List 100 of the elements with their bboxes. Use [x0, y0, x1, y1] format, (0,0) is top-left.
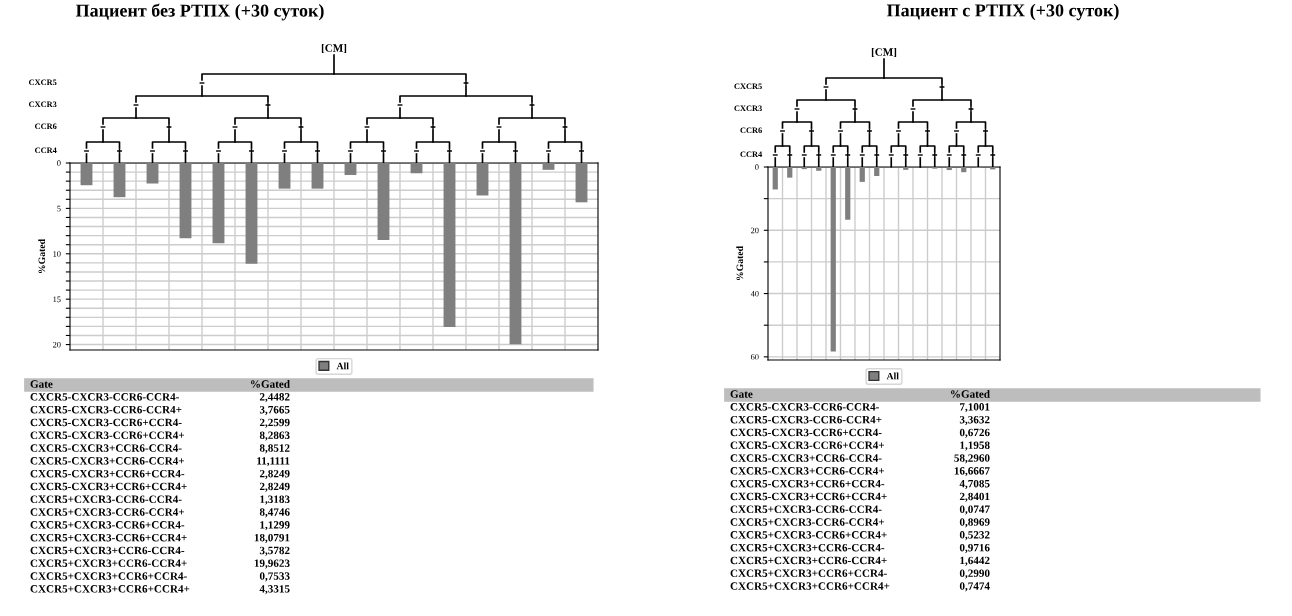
text: 2,8249	[259, 482, 290, 492]
bar	[113, 163, 126, 198]
text: CXCR5+CXCR3-CCR6-CCR4+	[730, 518, 885, 526]
text: 3,3632	[959, 415, 990, 425]
text: CXCR5+CXCR3+CCR6-CCR4-	[30, 546, 185, 555]
text: CXCR5	[28, 79, 57, 86]
text: 0,7474	[959, 582, 990, 592]
bar	[212, 163, 225, 244]
text: 7,1001	[960, 403, 990, 413]
text: CXCR5-CXCR3+CCR6-CCR4+	[30, 457, 185, 465]
text: %Gated	[251, 379, 290, 388]
y-tick-label: 20	[53, 341, 61, 348]
bar	[80, 163, 93, 186]
text: 4,3315	[259, 585, 290, 595]
text: CCR4	[740, 151, 763, 158]
text: CXCR5+CXCR3+CCR6-CCR4+	[30, 559, 187, 567]
text: CXCR5-CXCR3+CCR6-CCR4-	[30, 444, 182, 452]
text: CXCR5-CXCR3-CCR6-CCR4-	[730, 403, 879, 411]
text: 8,2863	[259, 431, 290, 441]
bar	[344, 163, 357, 175]
bar	[830, 167, 836, 352]
text: CXCR5+CXCR3+CCR6-CCR4+	[730, 556, 887, 565]
bar	[903, 167, 909, 170]
bar	[801, 167, 807, 170]
text: 1,1958	[960, 441, 990, 451]
text: 0,9716	[959, 543, 990, 553]
bar	[772, 167, 778, 190]
bar	[245, 163, 258, 264]
y-tick-label: 20	[751, 227, 759, 234]
bar	[874, 167, 880, 176]
text: [CM]	[871, 47, 897, 58]
chart-title: Пациент без РТПХ (+30 суток)	[75, 3, 324, 21]
y-tick-label: 60	[751, 354, 759, 360]
y-axis-title: %Gated	[38, 239, 46, 274]
text: CXCR5-CXCR3-CCR6-CCR4+	[30, 405, 182, 414]
text: 0,0747	[959, 505, 990, 515]
legend-label: All	[336, 362, 349, 370]
text: CXCR5-CXCR3-CCR6+CCR4+	[730, 441, 885, 449]
bar	[146, 163, 159, 184]
text: 8,4746	[259, 508, 290, 518]
text: CXCR5+CXCR3+CCR6-CCR4-	[730, 543, 885, 552]
bar	[542, 163, 555, 170]
text: CXCR5+CXCR3+CCR6+CCR4+	[730, 582, 890, 590]
text: CXCR5-CXCR3-CCR6-CCR4-	[30, 393, 179, 401]
text: 8,8512	[259, 444, 290, 454]
bar	[961, 167, 967, 173]
y-tick-label: 0	[57, 160, 61, 166]
text: CXCR5+CXCR3-CCR6-CCR4-	[730, 505, 882, 513]
text: Gate	[30, 380, 53, 388]
bar	[377, 163, 390, 240]
text: 58,2960	[954, 454, 990, 464]
bar	[278, 163, 291, 189]
text: CXCR5+CXCR3-CCR6+CCR4-	[30, 521, 185, 529]
text: Gate	[730, 390, 753, 398]
text: CXCR5+CXCR3-CCR6+CCR4+	[30, 533, 187, 542]
text: CXCR5-CXCR3-CCR6+CCR4-	[30, 418, 182, 427]
text: 3,5782	[259, 546, 290, 556]
text: 0,5232	[959, 531, 990, 541]
text: 3,7665	[259, 405, 290, 415]
text: CXCR5-CXCR3-CCR6+CCR4-	[730, 428, 882, 437]
text: 2,8401	[959, 492, 990, 502]
bar	[787, 167, 793, 178]
text: CXCR5+CXCR3-CCR6+CCR4+	[730, 531, 887, 539]
bar	[845, 167, 851, 220]
text: 11,1111	[257, 457, 290, 467]
text: 4,7085	[959, 479, 990, 489]
y-tick-label: 10	[53, 251, 61, 257]
text: CCR6	[740, 127, 762, 134]
text: 0,2990	[959, 569, 990, 579]
text: CXCR5+CXCR3+CCR6+CCR4-	[30, 572, 187, 580]
text: 0,8969	[959, 518, 990, 528]
text: 19,9623	[254, 559, 290, 569]
text: 0,6726	[959, 428, 990, 438]
bar	[575, 163, 588, 203]
text: CCR6	[34, 123, 57, 130]
text: CXCR5-CXCR3+CCR6-CCR4-	[730, 454, 882, 462]
y-tick-label: 0	[755, 164, 759, 170]
text: 18,0791	[254, 533, 290, 543]
bar	[946, 167, 952, 171]
bar	[816, 167, 822, 171]
bar	[311, 163, 324, 189]
bar	[476, 163, 489, 196]
y-axis-title: %Gated	[736, 246, 744, 281]
text: CXCR5-CXCR3+CCR6+CCR4+	[730, 492, 887, 501]
text: CXCR3	[734, 105, 762, 112]
text: CXCR5	[734, 83, 762, 90]
chart-title: Пациент с РТПХ (+30 суток)	[886, 3, 1119, 21]
text: CXCR5+CXCR3+CCR6+CCR4-	[730, 569, 887, 577]
text: CXCR5-CXCR3-CCR6+CCR4+	[30, 431, 185, 439]
text: CXCR5-CXCR3+CCR6+CCR4+	[30, 482, 187, 491]
text: 1,3183	[260, 495, 290, 505]
text: CXCR5+CXCR3-CCR6-CCR4+	[30, 508, 185, 516]
text: 2,8249	[259, 469, 290, 479]
text: 1,6442	[960, 556, 990, 566]
text: [CM]	[321, 43, 347, 54]
bar	[179, 163, 192, 239]
y-tick-label: 40	[750, 290, 759, 297]
text: 1,1299	[260, 521, 290, 531]
text: CXCR5+CXCR3-CCR6-CCR4-	[30, 495, 182, 503]
text: CXCR5-CXCR3+CCR6+CCR4-	[30, 469, 185, 478]
